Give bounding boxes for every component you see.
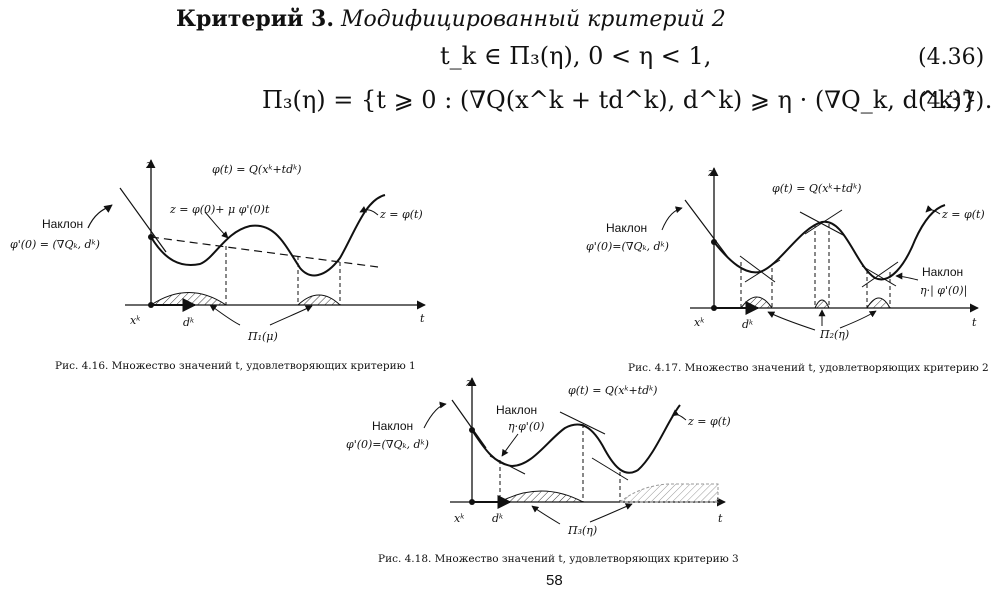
fig2-xk-label: xᵏ — [694, 316, 704, 329]
fig3-slope2-pointer — [501, 433, 519, 457]
fig3-dk-label: dᵏ — [492, 512, 503, 525]
fig2-slope2-formula: η·| φ'(0)| — [920, 284, 967, 298]
fig1-set-pointer-1 — [209, 304, 241, 326]
fig2-slope-word: Наклон — [606, 221, 647, 235]
fig2-tangent-seg-2 — [744, 259, 781, 283]
fig2-set-pointer-1 — [767, 311, 816, 331]
fig2-slope2-word: Наклон — [922, 265, 963, 279]
fig2-curve-pointer — [925, 205, 941, 215]
fig2-start-point — [711, 239, 717, 245]
fig2-tangent-seg-6 — [861, 261, 899, 288]
fig1-start-point — [148, 234, 154, 240]
fig2-set-region-1 — [740, 296, 773, 309]
fig2-t-label: t — [972, 316, 977, 329]
fig3-set-region-2 — [618, 483, 719, 503]
fig2-tangent-seg-3 — [799, 211, 846, 237]
fig1-slope-word: Наклон — [42, 217, 83, 231]
fig3-slope-pointer — [423, 401, 447, 429]
fig1-phi-definition: φ(t) = Q(xᵏ+tdᵏ) — [212, 163, 301, 176]
fig1-curve-label: z = φ(t) — [379, 208, 423, 221]
fig3-tangent — [451, 399, 487, 449]
fig2-dk-label: dᵏ — [742, 318, 753, 331]
fig2-set-region-3 — [866, 297, 891, 309]
fig2-curve-label: z = φ(t) — [941, 208, 985, 221]
fig1-z-label: z — [145, 158, 152, 171]
fig3-set-region-1 — [499, 490, 584, 503]
fig1-set-label: Π₁(μ) — [247, 330, 278, 343]
fig1-curve-pointer — [359, 206, 379, 216]
fig3-xk-point — [469, 499, 475, 505]
fig2-z-label: z — [707, 166, 714, 179]
fig2-caption: Рис. 4.17. Множество значений t, удовлет… — [628, 362, 989, 374]
fig3-slope2-formula: η·φ'(0) — [508, 420, 544, 433]
fig2-set-pointer-3 — [839, 310, 877, 329]
fig2-set-label: Π₂(η) — [819, 328, 849, 341]
fig3-tangent-seg-3 — [591, 457, 629, 481]
equation-4-37: Π₃(η) = {t ⩾ 0 : (∇Q(x^k + td^k), d^k) ⩾… — [262, 86, 993, 114]
equation-number-4-37: (4.37) — [918, 89, 985, 114]
fig1-t-label: t — [420, 312, 425, 325]
figure-4-16: z t φ(t) = Q(xᵏ+tdᵏ) z = φ(0)+ μ φ'(0)t … — [10, 158, 426, 343]
fig3-xk-label: xᵏ — [454, 512, 464, 525]
fig3-z-label: z — [465, 376, 472, 389]
fig1-tangent — [119, 187, 167, 253]
fig3-set-pointer-1 — [531, 505, 561, 525]
figure-4-17: z t φ(t) = Q(xᵏ+tdᵏ) z = φ(t) Наклон φ'(… — [586, 166, 985, 341]
fig3-tangent-seg-1 — [489, 455, 526, 475]
fig2-xk-point — [711, 305, 717, 311]
fig3-tangent-seg-2 — [559, 411, 606, 435]
fig2-slope2-pointer — [895, 272, 919, 281]
fig1-set-region-1 — [149, 292, 228, 306]
page-number: 58 — [546, 572, 563, 589]
figure-4-18: z t φ(t) = Q(xᵏ+tdᵏ) z = φ(t) Наклон φ'(… — [346, 376, 731, 537]
fig1-set-pointer-2 — [269, 305, 313, 326]
equation-number-4-36: (4.36) — [918, 45, 985, 70]
fig1-line-label: z = φ(0)+ μ φ'(0)t — [169, 203, 270, 216]
fig1-xk-point — [148, 302, 154, 308]
fig2-set-region-2 — [814, 299, 830, 309]
fig3-t-label: t — [718, 512, 723, 525]
fig2-slope-formula: φ'(0)=(∇Qₖ, dᵏ) — [586, 240, 669, 253]
criterion-heading: Критерий 3. Модифицированный критерий 2 — [176, 6, 726, 32]
fig1-phi-curve — [150, 194, 386, 277]
fig2-slope-pointer — [661, 206, 683, 231]
criterion-title: Критерий 3. — [176, 6, 334, 32]
fig1-dk-label: dᵏ — [183, 316, 194, 329]
fig3-phi-curve — [471, 404, 681, 474]
fig3-set-pointer-2 — [589, 503, 633, 523]
fig1-slope-formula: φ'(0) = (∇Qₖ, dᵏ) — [10, 238, 100, 251]
fig2-phi-definition: φ(t) = Q(xᵏ+tdᵏ) — [772, 182, 861, 195]
fig2-tangent — [684, 199, 731, 261]
fig2-tangent-seg-1 — [739, 255, 776, 283]
fig3-phi-definition: φ(t) = Q(xᵏ+tdᵏ) — [568, 384, 657, 397]
fig3-caption: Рис. 4.18. Множество значений t, удовлет… — [378, 553, 739, 565]
fig3-curve-label: z = φ(t) — [687, 415, 731, 428]
criterion-subtitle: Модифицированный критерий 2 — [341, 7, 726, 32]
fig1-slope-pointer — [87, 204, 113, 229]
fig3-set-label: Π₃(η) — [567, 524, 597, 537]
fig3-slope-word: Наклон — [372, 419, 413, 433]
fig2-tangent-seg-4 — [804, 209, 843, 235]
fig3-start-point — [469, 427, 475, 433]
fig3-curve-pointer — [671, 409, 687, 421]
equation-4-36: t_k ∈ Π₃(η), 0 < η < 1, — [440, 42, 712, 70]
fig1-caption: Рис. 4.16. Множество значений t, удовлет… — [55, 360, 416, 372]
fig1-xk-label: xᵏ — [130, 314, 140, 327]
fig1-line-pointer — [204, 211, 229, 239]
fig3-slope2-word: Наклон — [496, 403, 537, 417]
fig3-slope-formula: φ'(0)=(∇Qₖ, dᵏ) — [346, 438, 429, 451]
fig1-set-region-2 — [296, 294, 342, 306]
